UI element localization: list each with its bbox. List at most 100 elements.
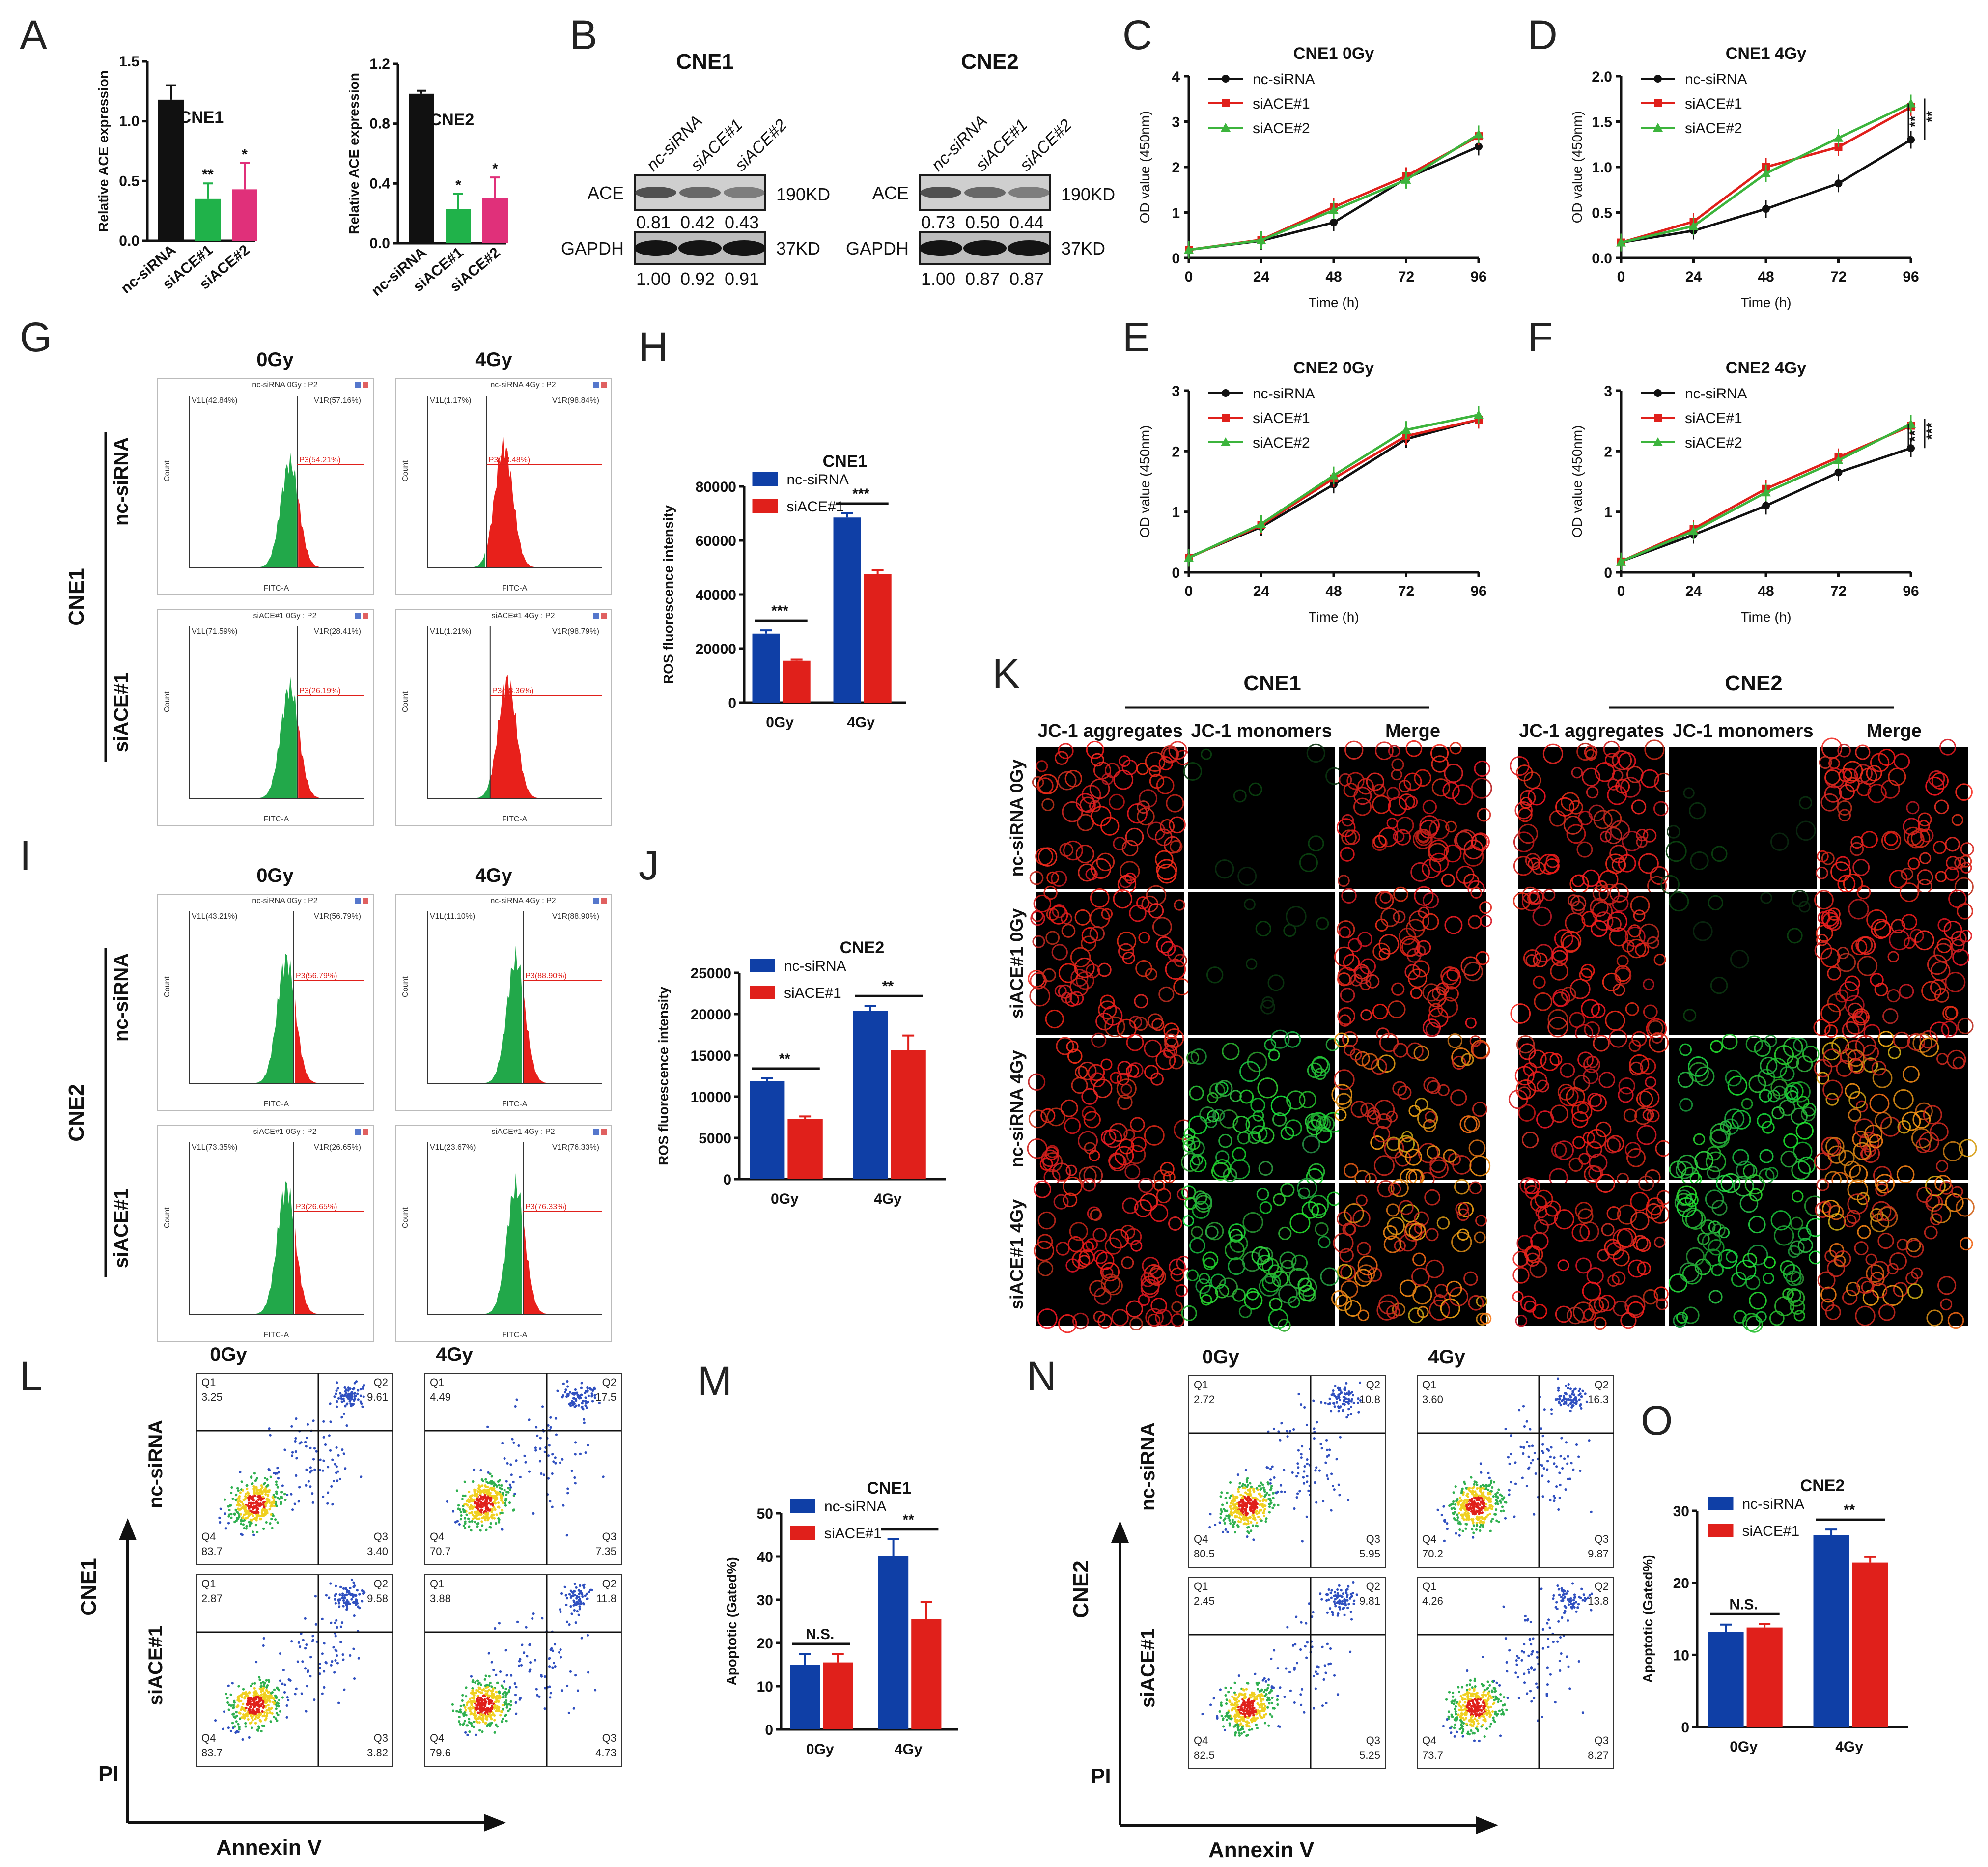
hist-y-axis-label: Count xyxy=(163,460,171,481)
dot xyxy=(482,1502,485,1505)
micrograph-r0-c0 xyxy=(1029,740,1191,894)
dot xyxy=(270,1517,273,1521)
dot xyxy=(1231,1513,1234,1517)
cell xyxy=(1710,1040,1723,1053)
dot xyxy=(584,1396,587,1399)
significance-mark: ** xyxy=(882,978,894,994)
dot xyxy=(312,1458,315,1461)
cell xyxy=(1078,863,1096,882)
dot xyxy=(362,1386,365,1388)
hist-y-axis-label: Count xyxy=(163,1207,171,1228)
dot xyxy=(1219,1495,1222,1498)
cell xyxy=(1335,1294,1352,1311)
cell xyxy=(1736,1160,1755,1180)
dot xyxy=(311,1501,314,1504)
row-label-siACE1: siACE#1 xyxy=(145,1626,167,1705)
cell xyxy=(1474,1231,1486,1244)
cell xyxy=(1216,1080,1233,1097)
cell xyxy=(1100,1130,1117,1145)
dot xyxy=(262,1697,265,1700)
cell xyxy=(1613,1249,1630,1267)
row-label-gapdh: GAPDH xyxy=(561,238,624,258)
x-tick-label: 72 xyxy=(1398,583,1414,599)
cell xyxy=(1166,794,1184,813)
dot xyxy=(239,1471,242,1473)
dot xyxy=(265,1686,268,1689)
dot xyxy=(247,1504,250,1507)
k-column-label: JC-1 aggregates xyxy=(1037,721,1183,741)
ace-value: 0.81 xyxy=(636,212,671,232)
dot xyxy=(1259,1484,1261,1487)
cell xyxy=(1838,1150,1855,1166)
dotplot-frame xyxy=(196,1574,393,1767)
hist-area-red xyxy=(295,1225,329,1314)
x-tick-label: 24 xyxy=(1685,269,1702,285)
column-label-4Gy: 4Gy xyxy=(475,349,512,370)
cell xyxy=(1033,894,1052,913)
cell xyxy=(1516,1035,1535,1054)
dot xyxy=(1324,1461,1327,1464)
cell xyxy=(1896,1165,1915,1184)
cell xyxy=(1630,1192,1650,1212)
data-point xyxy=(1401,425,1411,434)
hist-area-green xyxy=(232,676,297,798)
histogram-icon xyxy=(363,382,368,388)
cell xyxy=(1386,818,1398,829)
gapdh-band xyxy=(919,240,962,256)
dot xyxy=(1497,1502,1500,1505)
dot xyxy=(481,1524,484,1527)
dot xyxy=(535,1688,538,1691)
histogram-icon xyxy=(601,613,607,619)
cell xyxy=(1296,1178,1317,1199)
gapdh-value: 1.00 xyxy=(636,269,671,289)
cell xyxy=(1532,1303,1547,1319)
dot xyxy=(335,1619,338,1622)
dot xyxy=(334,1598,336,1601)
dot xyxy=(1237,1490,1240,1493)
cell xyxy=(1644,739,1665,760)
dot xyxy=(593,1386,596,1389)
dot xyxy=(575,1586,578,1589)
cell xyxy=(1054,985,1067,997)
dot xyxy=(263,1505,266,1508)
dot xyxy=(1218,1521,1221,1524)
micrograph-r2-c5 xyxy=(1814,1030,1977,1188)
cell xyxy=(1230,1090,1242,1102)
dot xyxy=(1476,1483,1479,1486)
cell xyxy=(1372,795,1391,814)
cell xyxy=(1349,1048,1362,1061)
cell xyxy=(1954,857,1966,869)
significance-mark: N.S. xyxy=(806,1626,834,1642)
cell xyxy=(1527,892,1540,905)
cell xyxy=(1907,831,1925,849)
dot xyxy=(239,1491,242,1494)
dot xyxy=(1286,1430,1288,1433)
dot xyxy=(533,1659,537,1662)
pi-arrow-head xyxy=(1111,1521,1129,1543)
dot xyxy=(499,1714,502,1717)
dot xyxy=(486,1519,489,1522)
cell xyxy=(1744,1174,1765,1195)
cell xyxy=(1476,1312,1489,1326)
cell xyxy=(1588,1165,1603,1181)
dot xyxy=(1238,1482,1241,1485)
y-tick-label: 0 xyxy=(1604,565,1612,581)
cell xyxy=(1127,803,1148,824)
dot xyxy=(535,1426,538,1429)
dot xyxy=(230,1486,233,1489)
cell xyxy=(1594,1297,1609,1313)
dot xyxy=(484,1721,487,1725)
gapdh-value: 0.87 xyxy=(1009,269,1044,289)
cell xyxy=(1098,1000,1117,1019)
cell xyxy=(1354,1051,1370,1067)
dot xyxy=(242,1713,245,1716)
histogram-icon xyxy=(355,898,361,904)
dot xyxy=(336,1387,339,1390)
cell xyxy=(1519,1043,1536,1060)
cell xyxy=(1130,1240,1143,1252)
dot xyxy=(263,1476,267,1480)
dot xyxy=(1279,1439,1282,1442)
v1r-label: V1R(26.65%) xyxy=(314,1143,361,1152)
v1l-label: V1L(42.84%) xyxy=(192,396,237,405)
cell xyxy=(1297,1277,1312,1292)
